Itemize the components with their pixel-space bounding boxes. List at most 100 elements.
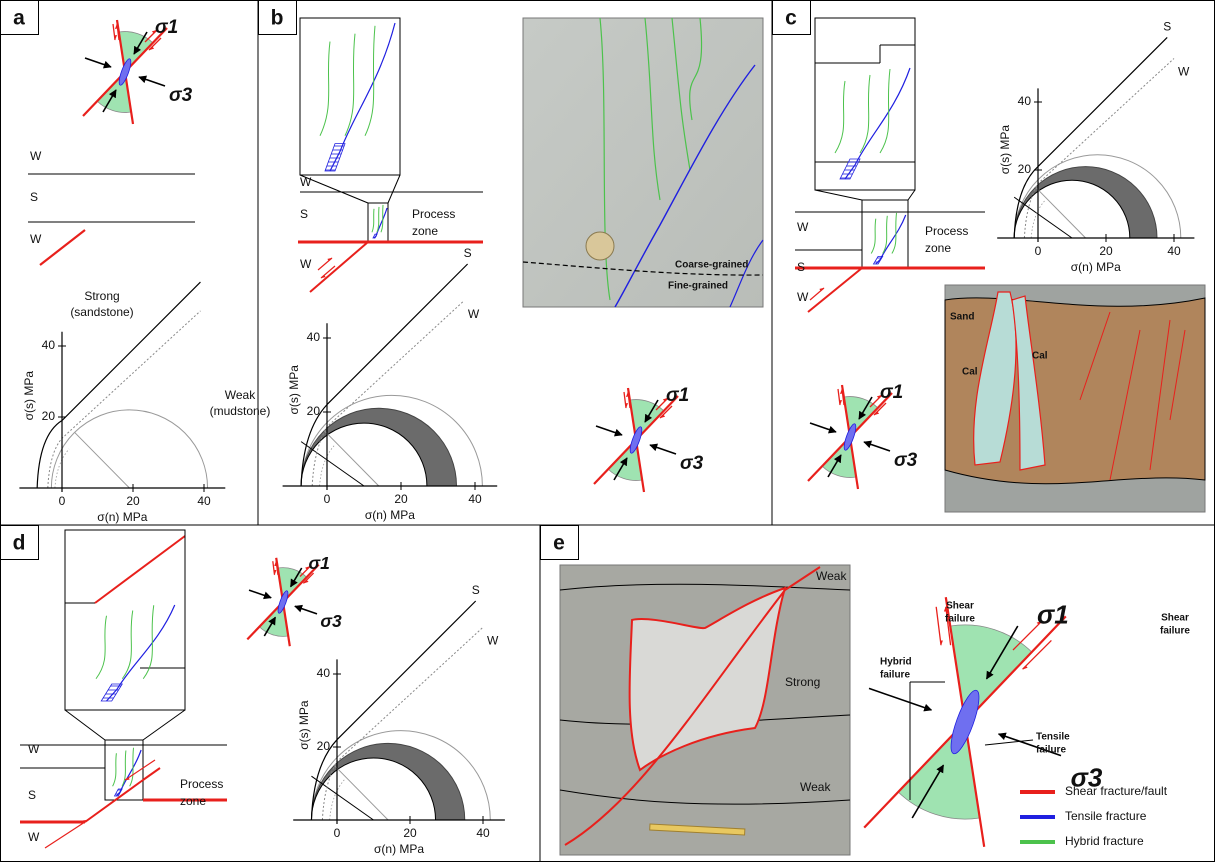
- x-tick-label: 20: [403, 826, 417, 840]
- label: Strong: [84, 289, 119, 303]
- stress-arrow: [810, 423, 836, 432]
- line: [810, 288, 824, 300]
- envelope-label: W: [1178, 65, 1190, 79]
- label: (mudstone): [210, 404, 271, 418]
- envelope-label: W: [468, 307, 480, 321]
- label: zone: [412, 224, 438, 238]
- label: zone: [925, 241, 951, 255]
- process-box: [368, 203, 388, 242]
- y-tick-label: 40: [1018, 94, 1032, 108]
- label: (sandstone): [70, 305, 133, 319]
- process-box: [105, 740, 143, 800]
- line: [388, 175, 400, 203]
- y-tick-label: 20: [1018, 162, 1032, 176]
- sigma1: σ1: [309, 553, 330, 573]
- stress-arrow: [295, 606, 317, 614]
- stress-symbol: [864, 597, 1066, 847]
- stress-arrow: [596, 426, 622, 435]
- envelope-label: S: [1163, 20, 1171, 34]
- panel-label: b: [271, 7, 284, 30]
- sigma3: σ3: [680, 453, 704, 474]
- label: Cal: [962, 367, 978, 378]
- x-tick-label: 0: [324, 492, 331, 506]
- shape: [48, 311, 201, 488]
- layer-label: W: [30, 149, 42, 163]
- sigma3: σ3: [320, 611, 342, 631]
- layer-label: W: [797, 220, 809, 234]
- panel-label: e: [553, 532, 565, 555]
- slip-arrow: [624, 392, 626, 408]
- layer-label: S: [300, 207, 308, 221]
- line: [808, 268, 862, 312]
- slip-arrow: [936, 607, 941, 645]
- label: Fine-grained: [668, 281, 728, 292]
- stress-arrow: [85, 58, 111, 67]
- shape: [373, 234, 377, 238]
- shape: [51, 410, 207, 488]
- line: [143, 710, 185, 740]
- x-tick-label: 40: [1167, 244, 1181, 258]
- envelope-label: S: [472, 583, 480, 597]
- process-box: [862, 200, 908, 268]
- y-tick-label: 20: [307, 404, 321, 418]
- y-axis-label: σ(s) MPa: [287, 365, 301, 415]
- shape: [113, 753, 117, 786]
- label: Weak: [800, 780, 831, 794]
- label: failure: [1036, 745, 1066, 756]
- slip-arrow: [273, 561, 275, 575]
- line: [85, 780, 143, 822]
- legend-label: Hybrid fracture: [1065, 834, 1144, 848]
- sigma3: σ3: [169, 85, 193, 106]
- label: Strong: [785, 675, 820, 689]
- label: failure: [1160, 626, 1190, 637]
- panel-label: c: [785, 7, 797, 30]
- label: zone: [180, 794, 206, 808]
- slip-arrow: [113, 24, 115, 40]
- x-axis-label: σ(n) MPa: [374, 842, 424, 856]
- x-tick-label: 0: [59, 494, 66, 508]
- x-tick-label: 20: [394, 492, 408, 506]
- shape: [892, 213, 897, 254]
- label: Cal: [1032, 351, 1048, 362]
- layer-label: S: [28, 788, 36, 802]
- label: Process: [412, 207, 455, 221]
- label: Weak: [225, 388, 256, 402]
- slip-arrow: [838, 389, 840, 405]
- stress-arrow: [650, 445, 676, 454]
- layer-label: W: [797, 290, 809, 304]
- label: Weak: [816, 569, 847, 583]
- layer-label: W: [300, 175, 312, 189]
- y-tick-label: 40: [42, 338, 56, 352]
- x-axis-label: σ(n) MPa: [365, 508, 415, 522]
- stress-arrow: [864, 442, 890, 451]
- figure: abcdeσ1σ3WSWStrong(sandstone)Weak(mudsto…: [0, 0, 1215, 862]
- legend-label: Shear fracture/fault: [1065, 784, 1168, 798]
- sigma1: σ1: [1037, 599, 1069, 629]
- x-tick-label: 20: [1099, 244, 1113, 258]
- label: failure: [945, 614, 975, 625]
- envelope-label: S: [464, 246, 472, 260]
- y-axis-label: σ(s) MPa: [998, 125, 1012, 175]
- layer-label: S: [30, 190, 38, 204]
- line: [125, 760, 155, 780]
- y-axis-label: σ(s) MPa: [297, 700, 311, 750]
- label: Sand: [950, 312, 974, 323]
- y-axis-label: σ(s) MPa: [22, 371, 36, 421]
- layer-label: S: [797, 260, 805, 274]
- layer-label: W: [28, 830, 40, 844]
- x-tick-label: 40: [197, 494, 211, 508]
- line: [815, 190, 862, 200]
- zoom-box: [300, 18, 400, 175]
- x-axis-label: σ(n) MPa: [97, 510, 147, 524]
- x-axis-label: σ(n) MPa: [1071, 260, 1121, 274]
- line: [75, 433, 130, 488]
- stress-arrow: [139, 77, 165, 86]
- sigma1: σ1: [666, 385, 689, 406]
- stress-arrow: [869, 688, 931, 710]
- legend-label: Tensile fracture: [1065, 809, 1147, 823]
- label: Process: [180, 777, 223, 791]
- sigma1: σ1: [155, 17, 178, 38]
- label: Process: [925, 224, 968, 238]
- x-tick-label: 40: [468, 492, 482, 506]
- sigma3: σ3: [894, 450, 918, 471]
